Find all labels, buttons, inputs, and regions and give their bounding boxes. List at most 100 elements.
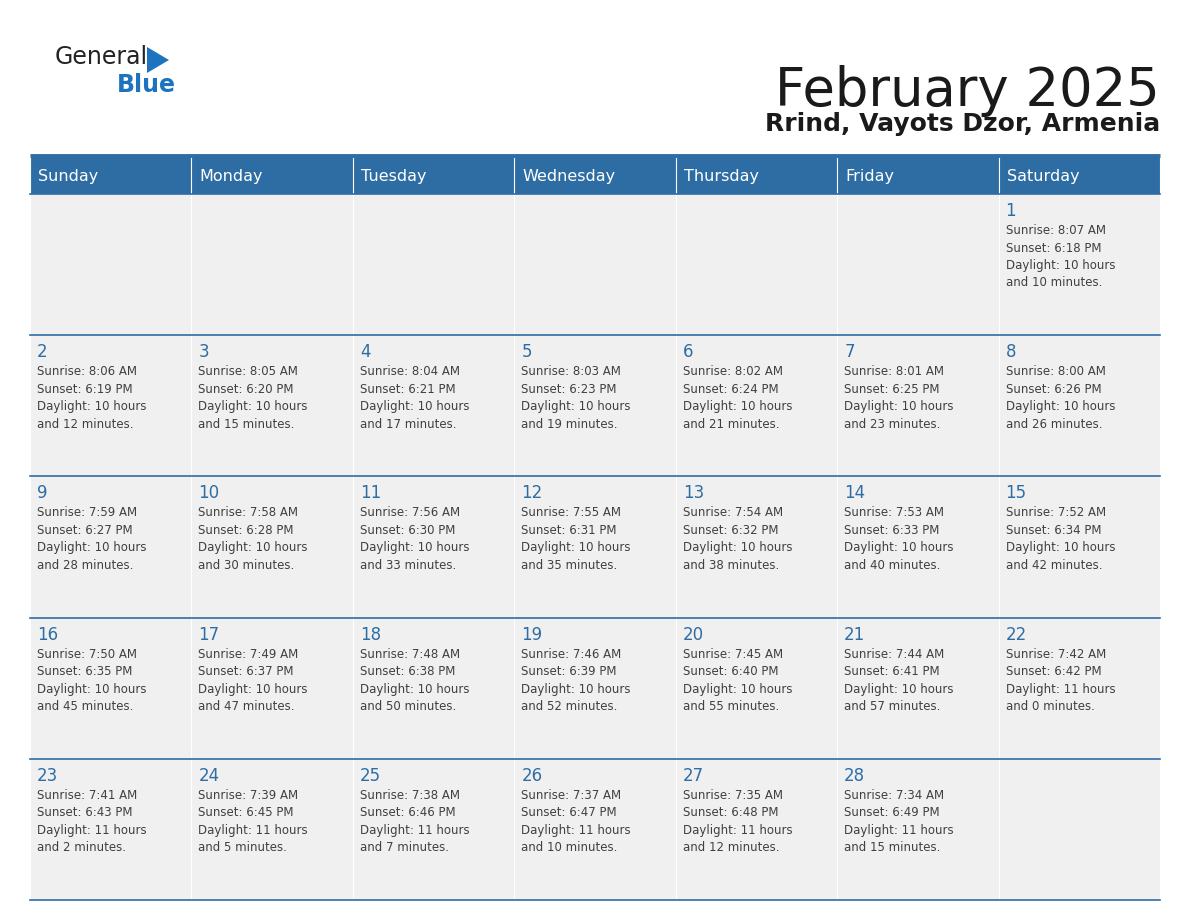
Text: 10: 10 — [198, 485, 220, 502]
Text: 16: 16 — [37, 625, 58, 644]
Text: 17: 17 — [198, 625, 220, 644]
Text: Sunrise: 7:37 AM
Sunset: 6:47 PM
Daylight: 11 hours
and 10 minutes.: Sunrise: 7:37 AM Sunset: 6:47 PM Dayligh… — [522, 789, 631, 855]
Text: Sunrise: 7:45 AM
Sunset: 6:40 PM
Daylight: 10 hours
and 55 minutes.: Sunrise: 7:45 AM Sunset: 6:40 PM Dayligh… — [683, 647, 792, 713]
Text: 9: 9 — [37, 485, 48, 502]
Text: 18: 18 — [360, 625, 381, 644]
Text: Rrind, Vayots Dzor, Armenia: Rrind, Vayots Dzor, Armenia — [765, 112, 1159, 136]
Text: 2: 2 — [37, 343, 48, 361]
Text: 19: 19 — [522, 625, 543, 644]
Text: Sunrise: 7:39 AM
Sunset: 6:45 PM
Daylight: 11 hours
and 5 minutes.: Sunrise: 7:39 AM Sunset: 6:45 PM Dayligh… — [198, 789, 308, 855]
Text: Sunrise: 8:03 AM
Sunset: 6:23 PM
Daylight: 10 hours
and 19 minutes.: Sunrise: 8:03 AM Sunset: 6:23 PM Dayligh… — [522, 365, 631, 431]
Text: Sunrise: 7:52 AM
Sunset: 6:34 PM
Daylight: 10 hours
and 42 minutes.: Sunrise: 7:52 AM Sunset: 6:34 PM Dayligh… — [1005, 507, 1116, 572]
Text: 28: 28 — [845, 767, 865, 785]
Text: 11: 11 — [360, 485, 381, 502]
Bar — [999, 759, 1159, 900]
Text: Tuesday: Tuesday — [361, 169, 426, 184]
Bar — [30, 194, 191, 335]
Text: 23: 23 — [37, 767, 58, 785]
Text: 24: 24 — [198, 767, 220, 785]
Text: 15: 15 — [1005, 485, 1026, 502]
Text: 1: 1 — [1005, 202, 1016, 220]
Text: Sunrise: 7:56 AM
Sunset: 6:30 PM
Daylight: 10 hours
and 33 minutes.: Sunrise: 7:56 AM Sunset: 6:30 PM Dayligh… — [360, 507, 469, 572]
Bar — [514, 335, 676, 476]
Bar — [191, 476, 353, 618]
Text: Wednesday: Wednesday — [523, 169, 615, 184]
Bar — [30, 476, 191, 618]
Bar — [838, 335, 999, 476]
Bar — [999, 476, 1159, 618]
Text: 7: 7 — [845, 343, 854, 361]
Text: Sunrise: 8:07 AM
Sunset: 6:18 PM
Daylight: 10 hours
and 10 minutes.: Sunrise: 8:07 AM Sunset: 6:18 PM Dayligh… — [1005, 224, 1116, 289]
Bar — [30, 335, 191, 476]
Text: 3: 3 — [198, 343, 209, 361]
Bar — [353, 335, 514, 476]
Text: Saturday: Saturday — [1006, 169, 1079, 184]
Text: Thursday: Thursday — [684, 169, 759, 184]
Text: Friday: Friday — [845, 169, 895, 184]
Text: Sunrise: 8:00 AM
Sunset: 6:26 PM
Daylight: 10 hours
and 26 minutes.: Sunrise: 8:00 AM Sunset: 6:26 PM Dayligh… — [1005, 365, 1116, 431]
Text: Sunrise: 7:59 AM
Sunset: 6:27 PM
Daylight: 10 hours
and 28 minutes.: Sunrise: 7:59 AM Sunset: 6:27 PM Dayligh… — [37, 507, 146, 572]
Text: Sunrise: 7:55 AM
Sunset: 6:31 PM
Daylight: 10 hours
and 35 minutes.: Sunrise: 7:55 AM Sunset: 6:31 PM Dayligh… — [522, 507, 631, 572]
Bar — [838, 194, 999, 335]
Bar — [514, 759, 676, 900]
Text: 14: 14 — [845, 485, 865, 502]
Bar — [514, 194, 676, 335]
Text: Sunrise: 7:50 AM
Sunset: 6:35 PM
Daylight: 10 hours
and 45 minutes.: Sunrise: 7:50 AM Sunset: 6:35 PM Dayligh… — [37, 647, 146, 713]
Text: 27: 27 — [683, 767, 703, 785]
Bar — [838, 759, 999, 900]
Text: Sunrise: 7:54 AM
Sunset: 6:32 PM
Daylight: 10 hours
and 38 minutes.: Sunrise: 7:54 AM Sunset: 6:32 PM Dayligh… — [683, 507, 792, 572]
Bar — [999, 618, 1159, 759]
Text: 13: 13 — [683, 485, 704, 502]
Text: 5: 5 — [522, 343, 532, 361]
Text: Sunrise: 7:42 AM
Sunset: 6:42 PM
Daylight: 11 hours
and 0 minutes.: Sunrise: 7:42 AM Sunset: 6:42 PM Dayligh… — [1005, 647, 1116, 713]
Bar — [514, 618, 676, 759]
Text: February 2025: February 2025 — [776, 65, 1159, 117]
Text: 21: 21 — [845, 625, 865, 644]
Text: Sunrise: 8:06 AM
Sunset: 6:19 PM
Daylight: 10 hours
and 12 minutes.: Sunrise: 8:06 AM Sunset: 6:19 PM Dayligh… — [37, 365, 146, 431]
Bar — [353, 618, 514, 759]
Text: Sunrise: 8:04 AM
Sunset: 6:21 PM
Daylight: 10 hours
and 17 minutes.: Sunrise: 8:04 AM Sunset: 6:21 PM Dayligh… — [360, 365, 469, 431]
Text: Sunrise: 7:49 AM
Sunset: 6:37 PM
Daylight: 10 hours
and 47 minutes.: Sunrise: 7:49 AM Sunset: 6:37 PM Dayligh… — [198, 647, 308, 713]
Bar — [838, 618, 999, 759]
Bar — [191, 759, 353, 900]
Text: 4: 4 — [360, 343, 371, 361]
Bar — [30, 618, 191, 759]
Polygon shape — [147, 47, 169, 73]
Bar — [353, 194, 514, 335]
Bar — [353, 476, 514, 618]
Bar — [191, 618, 353, 759]
Bar — [191, 335, 353, 476]
Text: Sunrise: 7:46 AM
Sunset: 6:39 PM
Daylight: 10 hours
and 52 minutes.: Sunrise: 7:46 AM Sunset: 6:39 PM Dayligh… — [522, 647, 631, 713]
Text: Sunrise: 7:48 AM
Sunset: 6:38 PM
Daylight: 10 hours
and 50 minutes.: Sunrise: 7:48 AM Sunset: 6:38 PM Dayligh… — [360, 647, 469, 713]
Text: Sunrise: 7:38 AM
Sunset: 6:46 PM
Daylight: 11 hours
and 7 minutes.: Sunrise: 7:38 AM Sunset: 6:46 PM Dayligh… — [360, 789, 469, 855]
Bar — [999, 335, 1159, 476]
Text: Monday: Monday — [200, 169, 263, 184]
Text: Sunrise: 7:34 AM
Sunset: 6:49 PM
Daylight: 11 hours
and 15 minutes.: Sunrise: 7:34 AM Sunset: 6:49 PM Dayligh… — [845, 789, 954, 855]
Bar — [676, 618, 838, 759]
Text: 6: 6 — [683, 343, 694, 361]
Text: 12: 12 — [522, 485, 543, 502]
Bar — [30, 759, 191, 900]
Text: Sunday: Sunday — [38, 169, 99, 184]
Bar — [999, 194, 1159, 335]
Bar — [676, 759, 838, 900]
Bar — [514, 476, 676, 618]
Text: 20: 20 — [683, 625, 703, 644]
Text: Blue: Blue — [116, 73, 176, 97]
Text: 22: 22 — [1005, 625, 1026, 644]
Text: 25: 25 — [360, 767, 381, 785]
Bar — [676, 194, 838, 335]
Bar — [676, 335, 838, 476]
Text: Sunrise: 7:53 AM
Sunset: 6:33 PM
Daylight: 10 hours
and 40 minutes.: Sunrise: 7:53 AM Sunset: 6:33 PM Dayligh… — [845, 507, 954, 572]
Bar — [191, 194, 353, 335]
Text: Sunrise: 8:05 AM
Sunset: 6:20 PM
Daylight: 10 hours
and 15 minutes.: Sunrise: 8:05 AM Sunset: 6:20 PM Dayligh… — [198, 365, 308, 431]
Bar — [838, 476, 999, 618]
Text: Sunrise: 7:41 AM
Sunset: 6:43 PM
Daylight: 11 hours
and 2 minutes.: Sunrise: 7:41 AM Sunset: 6:43 PM Dayligh… — [37, 789, 146, 855]
Text: 8: 8 — [1005, 343, 1016, 361]
Text: General: General — [55, 45, 148, 69]
Bar — [676, 476, 838, 618]
Bar — [30, 158, 1159, 194]
Bar — [353, 759, 514, 900]
Text: Sunrise: 7:58 AM
Sunset: 6:28 PM
Daylight: 10 hours
and 30 minutes.: Sunrise: 7:58 AM Sunset: 6:28 PM Dayligh… — [198, 507, 308, 572]
Text: Sunrise: 7:44 AM
Sunset: 6:41 PM
Daylight: 10 hours
and 57 minutes.: Sunrise: 7:44 AM Sunset: 6:41 PM Dayligh… — [845, 647, 954, 713]
